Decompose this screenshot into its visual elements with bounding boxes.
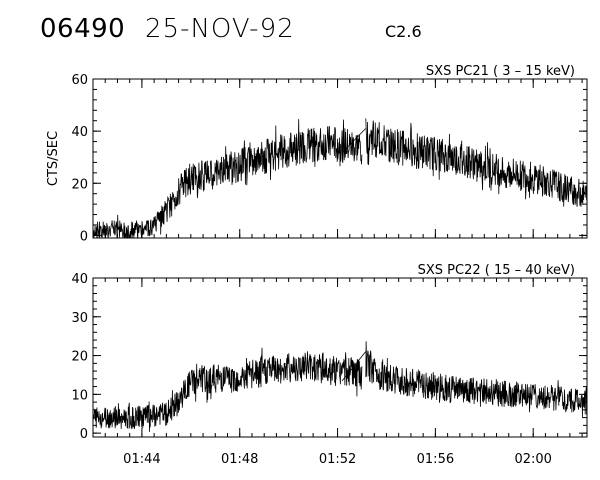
y-tick-label: 20	[71, 350, 88, 365]
y-tick-label: 0	[80, 427, 88, 442]
y-tick-label: 40	[71, 272, 88, 287]
plot-frame	[92, 78, 588, 239]
panel-title: SXS PC21 ( 3 – 15 keV)	[426, 64, 575, 79]
y-axis-label: CTS/SEC	[46, 131, 61, 186]
header-flare-class: C2.6	[385, 22, 422, 41]
panel-pc22: SXS PC22 ( 15 – 40 keV) 0 10 20 30 40 01:44 01:…	[71, 263, 588, 467]
y-tick-label: 60	[71, 73, 88, 88]
y-tick-label: 30	[71, 311, 88, 326]
x-tick-label: 01:56	[417, 452, 454, 467]
panel-title: SXS PC22 ( 15 – 40 keV)	[418, 263, 575, 278]
header-event-id: 06490	[40, 14, 126, 44]
x-tick-label: 01:48	[221, 452, 258, 467]
gap-connector	[341, 128, 366, 154]
y-tick-label: 0	[80, 229, 88, 244]
x-tick-label: 02:00	[514, 452, 551, 467]
series-line-before-gap	[92, 347, 363, 432]
panel-pc21: SXS PC21 ( 3 – 15 keV) 0 20 40 60 CTS/SEC	[46, 64, 588, 244]
plot-frame	[92, 277, 588, 438]
x-tick-label: 01:52	[319, 452, 356, 467]
series-line-after-gap	[365, 341, 588, 419]
x-tick-label: 01:44	[123, 452, 160, 467]
series-line-after-gap	[365, 118, 588, 207]
y-tick-label: 20	[71, 177, 88, 192]
y-tick-label: 40	[71, 125, 88, 140]
gap-connector	[341, 351, 366, 382]
series-line-before-gap	[92, 119, 363, 239]
header-date: 25-NOV-92	[145, 14, 295, 44]
y-tick-label: 10	[71, 388, 88, 403]
